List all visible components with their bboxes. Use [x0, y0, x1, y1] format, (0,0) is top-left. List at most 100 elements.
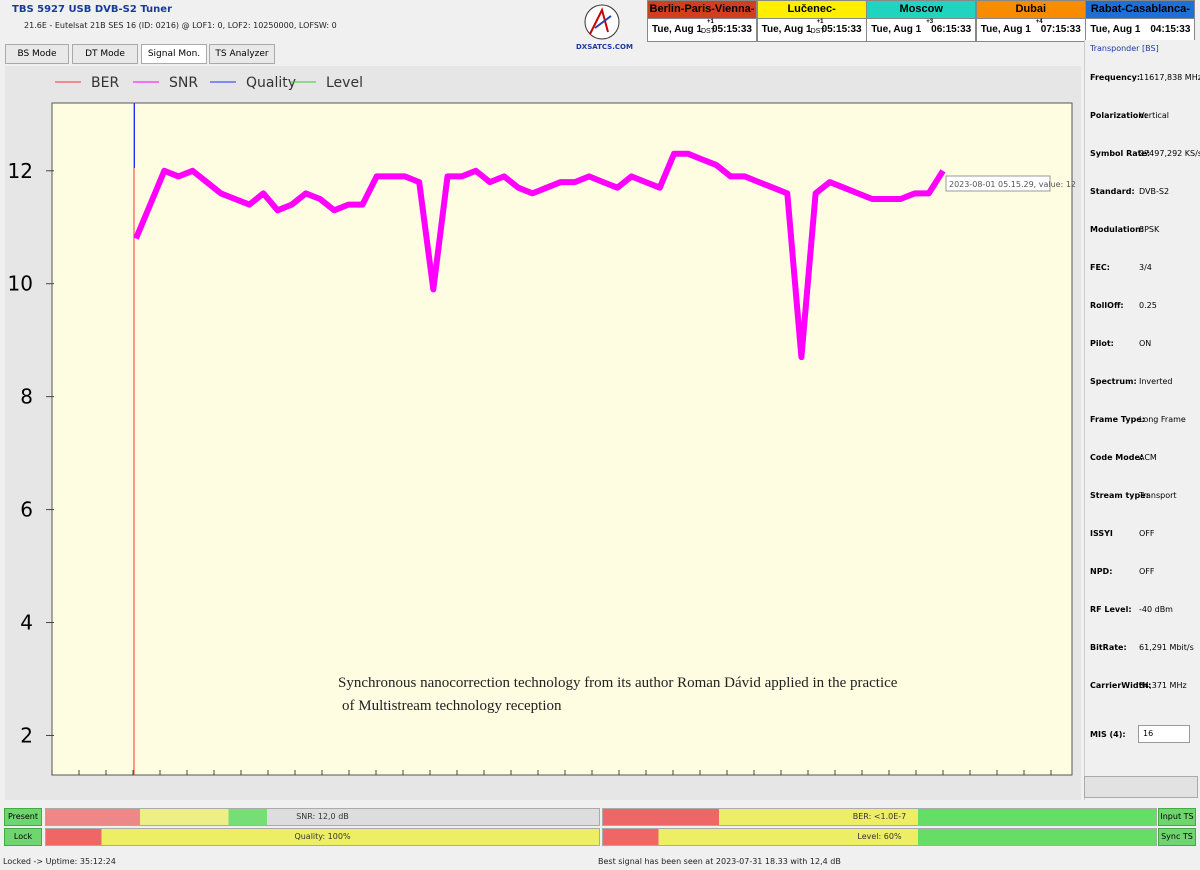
- y-tick-label: 12: [8, 159, 33, 183]
- field-label: Frame Type:: [1090, 415, 1145, 424]
- panel-title: Transponder [BS]: [1090, 44, 1159, 53]
- clock-time: 05:15:33: [821, 24, 862, 35]
- clock-time: 06:15:33: [931, 24, 972, 35]
- field-label: Modulation:: [1090, 225, 1144, 234]
- panel-button[interactable]: [1084, 776, 1198, 798]
- field-value: DVB-S2: [1139, 187, 1170, 196]
- field-value: 34,371 MHz: [1139, 681, 1187, 690]
- clock-dst: DST: [701, 28, 715, 35]
- field-value: 61,291 Mbit/s: [1139, 643, 1194, 652]
- signal-chart: 2 4 6 8 10 12 BER SNR Quality Level 2023-08-01 05.…: [8, 75, 1076, 776]
- tab[interactable]: DT Mode: [72, 44, 138, 64]
- legend-label: SNR: [169, 75, 198, 91]
- tab[interactable]: Signal Mon.: [141, 44, 207, 64]
- snr-line: [133, 150, 946, 361]
- status-right: Best signal has been seen at 2023-07-31 …: [598, 857, 841, 866]
- caption: Synchronous nanocorrection technology fr…: [338, 675, 898, 691]
- clock-time: 04:15:33: [1150, 24, 1191, 35]
- logo-text: DXSATCS.COM: [576, 43, 633, 51]
- quality-bar: Quality: 100%: [45, 828, 600, 846]
- y-tick-label: 4: [20, 611, 33, 635]
- lock-indicator: Lock: [4, 828, 42, 846]
- app-subtitle: 21.6E - Eutelsat 21B SES 16 (ID: 0216) @…: [24, 21, 337, 30]
- y-tick-label: 10: [8, 272, 33, 296]
- clock-date: Tue, Aug 1: [980, 24, 1031, 35]
- y-tick-label: 2: [20, 723, 33, 747]
- clock-row: Tue, Aug 1 +1 DST 05:15:33: [758, 19, 866, 41]
- field-value: 11617,838 MHz: [1139, 73, 1200, 82]
- clock-city: Berlin-Paris-Vienna-Belgrade: [648, 1, 756, 19]
- sync-ts-indicator: Sync TS: [1158, 828, 1196, 846]
- field-label: Polarization:: [1090, 111, 1148, 120]
- clock-city: Lučenec-Slovakia_R.Dávid: [757, 1, 866, 19]
- y-tick-label: 8: [20, 385, 33, 409]
- field-label: FEC:: [1090, 263, 1110, 272]
- logo-icon: [584, 4, 620, 40]
- status-left: Locked -> Uptime: 35:12:24: [3, 857, 116, 866]
- field-value: 8PSK: [1139, 225, 1160, 234]
- clock-offset: +4: [1035, 19, 1043, 25]
- clock-date: Tue, Aug 1: [871, 24, 922, 35]
- present-indicator: Present: [4, 808, 42, 826]
- clock-date: Tue, Aug 1: [652, 24, 702, 35]
- field-label: Frequency:: [1090, 73, 1141, 82]
- clock-row: Tue, Aug 1 +4 07:15:33: [977, 19, 1085, 41]
- field-value: Long Frame: [1139, 415, 1186, 424]
- field-label: NPD:: [1090, 567, 1113, 576]
- plot-area: [51, 102, 1073, 776]
- field-label: RF Level:: [1090, 605, 1132, 614]
- caption: of Multistream technology reception: [342, 698, 562, 714]
- legend-label: Quality: [246, 75, 296, 91]
- snr-bar: SNR: 12,0 dB: [45, 808, 600, 826]
- clock-city: Moscow: [867, 1, 976, 19]
- clock-row: Tue, Aug 1 04:15:33: [1086, 19, 1194, 41]
- field-value: OFF: [1139, 567, 1155, 576]
- legend-label: Level: [326, 75, 363, 91]
- clock-date: Tue, Aug 1: [1090, 24, 1141, 35]
- field-label: ISSYI: [1090, 529, 1113, 538]
- transponder-panel: [1084, 40, 1200, 800]
- clock-time: 05:15:33: [711, 24, 752, 35]
- ber-bar: BER: <1.0E-7: [602, 808, 1157, 826]
- field-value: -40 dBm: [1139, 605, 1173, 614]
- clock-city: Dubai: [976, 1, 1085, 19]
- clock-row: Tue, Aug 1 +3 06:15:33: [867, 19, 975, 41]
- field-value: 0.25: [1139, 301, 1157, 310]
- field-value: ACM: [1139, 453, 1157, 462]
- field-value: Inverted: [1139, 377, 1173, 386]
- field-label: Symbol Rate:: [1090, 149, 1151, 158]
- mis-label: MIS (4):: [1090, 730, 1126, 739]
- tooltip-box: [945, 175, 1051, 192]
- clock-city: Rabat-Casablanca-London: [1086, 1, 1195, 19]
- clock: Dubai Tue, Aug 1 +4 07:15:33: [975, 0, 1086, 42]
- input-ts-indicator: Input TS: [1158, 808, 1196, 826]
- field-value: Vertical: [1139, 111, 1169, 120]
- clock: Moscow Tue, Aug 1 +3 06:15:33: [866, 0, 977, 42]
- field-label: Standard:: [1090, 187, 1135, 196]
- clock: Berlin-Paris-Vienna-Belgrade Tue, Aug 1 +1…: [647, 0, 757, 42]
- field-value: Transport: [1139, 491, 1177, 500]
- clock-date: Tue, Aug 1: [761, 24, 812, 35]
- field-label: Spectrum:: [1090, 377, 1137, 386]
- clock-offset: +3: [926, 19, 934, 25]
- clock-row: Tue, Aug 1 +1 DST 05:15:33: [648, 19, 756, 41]
- tooltip: 2023-08-01 05.15.29, value: 12: [949, 180, 1076, 189]
- mis-select[interactable]: 16: [1138, 725, 1190, 743]
- clock: Rabat-Casablanca-London Tue, Aug 1 04:15:3…: [1085, 0, 1196, 42]
- legend-label: BER: [91, 75, 119, 91]
- field-label: Code Mode:: [1090, 453, 1144, 462]
- field-value: ON: [1139, 339, 1152, 348]
- clock-offset: +1: [707, 19, 714, 25]
- app-title: TBS 5927 USB DVB-S2 Tuner: [12, 4, 172, 15]
- clock-offset: +1: [816, 19, 824, 25]
- field-label: BitRate:: [1090, 643, 1127, 652]
- field-label: Pilot:: [1090, 339, 1114, 348]
- clock-time: 07:15:33: [1040, 24, 1081, 35]
- field-value: OFF: [1139, 529, 1155, 538]
- tab[interactable]: BS Mode: [5, 44, 69, 64]
- field-label: Stream type:: [1090, 491, 1149, 500]
- field-label: RollOff:: [1090, 301, 1124, 310]
- clock-dst: DST: [810, 28, 825, 35]
- level-bar: Level: 60%: [602, 828, 1157, 846]
